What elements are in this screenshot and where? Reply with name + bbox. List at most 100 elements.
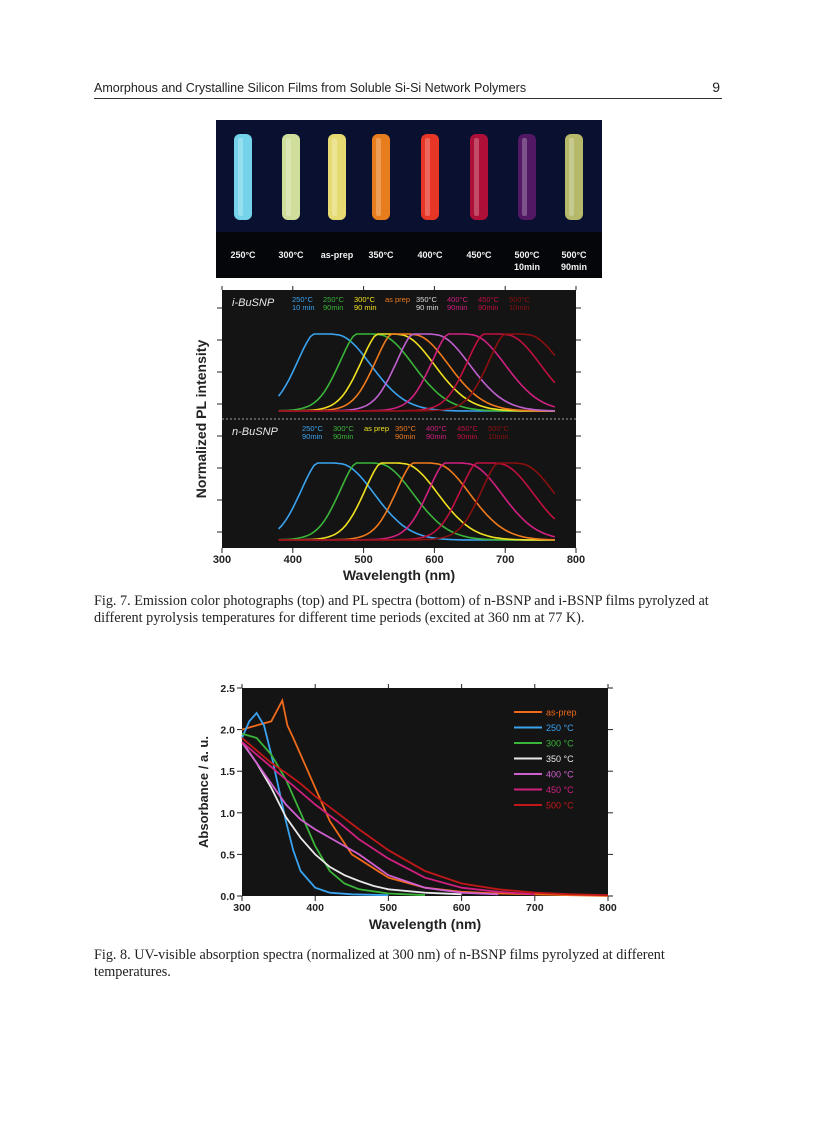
legend-label: 400°C <box>426 424 448 433</box>
tube-glow <box>518 134 536 220</box>
legend-label: 500°C <box>488 424 510 433</box>
x-tick-label: 600 <box>453 902 471 914</box>
tube-glow <box>328 134 346 220</box>
emission-photograph: 250°C 300°C as-prep 350°C 400°C 450°C 500°C 10m… <box>216 120 602 278</box>
header-title: Amorphous and Crystalline Silicon Films … <box>94 81 527 95</box>
sample-tube <box>328 134 346 220</box>
absorbance-series-line <box>241 741 535 896</box>
x-tick-label: 400 <box>284 554 302 566</box>
y-tick-label: 0.0 <box>220 891 235 903</box>
legend-label: 400 °C <box>546 770 574 780</box>
fig7-caption: Fig. 7. Emission color photographs (top)… <box>94 593 722 627</box>
legend-label: 300°C <box>354 295 376 304</box>
sample-tube <box>518 134 536 220</box>
fig8-caption: Fig. 8. UV-visible absorption spectra (n… <box>94 947 722 981</box>
tube-highlight <box>425 138 430 216</box>
y-axis-label: Absorbance / a. u. <box>196 736 211 848</box>
x-tick-label: 500 <box>354 554 372 566</box>
sample-tube <box>565 134 583 220</box>
legend-label: 400°C <box>447 295 469 304</box>
fig7-caption-label: Fig. 7. <box>94 593 131 609</box>
legend-label: 450°C <box>457 424 479 433</box>
photo-label-time: 90min <box>561 262 587 272</box>
plot-area <box>242 688 608 896</box>
legend-label: as-prep <box>546 708 577 718</box>
y-tick-label: 2.0 <box>220 725 235 737</box>
photo-label: as-prep <box>321 250 354 260</box>
legend-label-time: 90min <box>333 432 353 441</box>
legend-label: 250°C <box>292 295 314 304</box>
legend-label: 500 °C <box>546 801 574 811</box>
legend-label-time: 90min <box>426 432 446 441</box>
legend-label-time: 10min <box>509 303 529 312</box>
tube-glow <box>234 134 252 220</box>
legend-label-time: 90min <box>478 303 498 312</box>
photo-label-time: 10min <box>514 262 540 272</box>
sample-tube <box>421 134 439 220</box>
photo-label: 250°C <box>230 250 256 260</box>
x-tick-label: 700 <box>526 902 544 914</box>
tube-glow <box>565 134 583 220</box>
photo-label: 450°C <box>466 250 492 260</box>
photo-label: 350°C <box>368 250 394 260</box>
legend-label: 350°C <box>416 295 438 304</box>
legend-label: 500°C <box>509 295 531 304</box>
pl-series-line <box>278 333 556 412</box>
tube-highlight <box>569 138 574 216</box>
legend-label: 300 °C <box>546 739 574 749</box>
legend-label: 450°C <box>478 295 500 304</box>
tube-highlight <box>376 138 381 216</box>
sample-tube <box>372 134 390 220</box>
legend-label: 350°C <box>395 424 417 433</box>
legend-label-time: 90min <box>302 432 322 441</box>
tube-glow <box>470 134 488 220</box>
legend-label-time: 10min <box>488 432 508 441</box>
sample-tube <box>234 134 252 220</box>
x-tick-label: 600 <box>425 554 443 566</box>
y-axis-label: Normalized PL intensity <box>193 340 209 499</box>
photo-label: 400°C <box>417 250 443 260</box>
tube-highlight <box>332 138 337 216</box>
x-tick-label: 800 <box>599 902 617 914</box>
photo-label: 500°C <box>514 250 540 260</box>
sample-tube <box>282 134 300 220</box>
fig7-caption-text: Emission color photographs (top) and PL … <box>94 593 709 626</box>
photo-label: 500°C <box>561 250 587 260</box>
x-tick-label: 500 <box>380 902 398 914</box>
x-tick-label: 400 <box>306 902 324 914</box>
legend-label: 300°C <box>333 424 355 433</box>
legend-label: as prep <box>364 424 389 433</box>
x-axis-label: Wavelength (nm) <box>369 916 481 932</box>
legend-label-time: 90 min <box>354 303 377 312</box>
pl-series-line <box>278 333 555 412</box>
legend-label-time: 90min <box>395 432 415 441</box>
legend-label-time: 10 min <box>292 303 315 312</box>
panel-label: i-BuSNP <box>232 297 275 309</box>
y-tick-label: 1.0 <box>220 808 235 820</box>
legend-label: 250 °C <box>546 723 574 733</box>
fig8-caption-label: Fig. 8. <box>94 947 131 963</box>
legend-label-time: 90min <box>323 303 343 312</box>
absorbance-series-line <box>241 737 609 897</box>
legend-label: 250°C <box>323 295 345 304</box>
absorbance-series-line <box>241 711 389 897</box>
absorbance-series-line <box>241 741 499 896</box>
x-tick-label: 300 <box>213 554 231 566</box>
legend-label-time: 90min <box>457 432 477 441</box>
page-number: 9 <box>712 79 720 95</box>
legend-label: as prep <box>385 295 410 304</box>
y-tick-label: 2.5 <box>220 683 235 695</box>
tube-highlight <box>522 138 527 216</box>
tube-glow <box>282 134 300 220</box>
running-header: Amorphous and Crystalline Silicon Films … <box>94 79 722 99</box>
fig7-pl-spectra-chart: 300 400 500 600 700 800 Wavelength (nm) Normali… <box>193 286 585 583</box>
tube-highlight <box>474 138 479 216</box>
y-tick-label: 1.5 <box>220 766 235 778</box>
x-tick-label: 800 <box>567 554 585 566</box>
legend-label: 250°C <box>302 424 324 433</box>
x-tick-label: 700 <box>496 554 514 566</box>
pl-series-line <box>278 462 556 541</box>
legend-label-time: 90min <box>447 303 467 312</box>
panel-label: n-BuSNP <box>232 426 279 438</box>
tube-highlight <box>286 138 291 216</box>
